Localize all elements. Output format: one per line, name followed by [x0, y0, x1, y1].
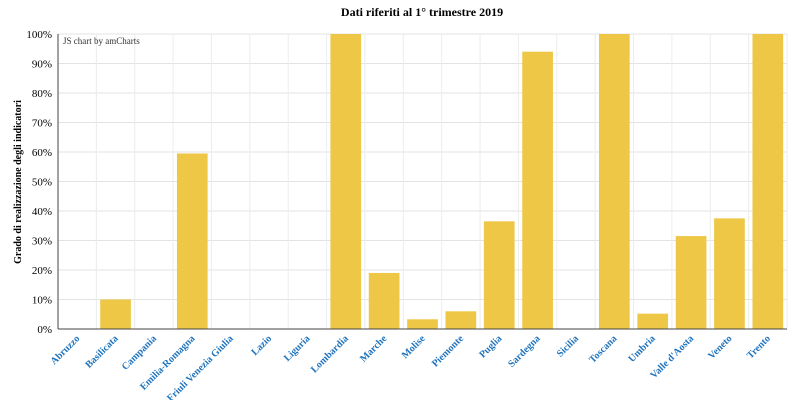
- bar: [368, 272, 400, 329]
- bar: [330, 34, 362, 329]
- x-tick-label: Trento: [745, 333, 773, 361]
- bar: [752, 34, 784, 329]
- x-tick-label: Molise: [400, 333, 428, 361]
- y-tick-label: 90%: [32, 59, 52, 71]
- bar: [637, 313, 669, 329]
- y-tick-label: 100%: [26, 29, 52, 41]
- y-tick-label: 10%: [32, 295, 52, 307]
- x-tick-label: Abruzzo: [49, 333, 83, 367]
- x-tick-label: Veneto: [706, 333, 734, 361]
- x-tick-label: Sardegna: [506, 333, 542, 369]
- x-tick-label: Piemonte: [430, 333, 466, 369]
- bar: [483, 221, 515, 329]
- x-tick-label: Toscana: [587, 333, 619, 365]
- bar: [407, 319, 438, 329]
- x-tick-labels: Abruzzo Basilicata CampaniaEmilia-RomagnaF…: [49, 333, 773, 400]
- x-tick-label: Liguria: [282, 333, 313, 364]
- bar: [176, 153, 208, 329]
- bar: [675, 236, 707, 329]
- y-tick-label: 60%: [32, 147, 52, 159]
- x-tick-label: Umbria: [626, 333, 657, 364]
- axes: [57, 34, 787, 330]
- x-tick-label: Campania: [120, 333, 159, 372]
- y-tick-labels: 0% 10% 20% 30% 40% 50% 60% 70% 80% 90% 100%: [26, 29, 52, 336]
- x-tick-label: Puglia: [477, 333, 504, 360]
- y-tick-label: 0%: [37, 324, 52, 336]
- bars: [100, 34, 784, 329]
- bar: [598, 34, 630, 329]
- x-tick-label: Sicilia: [555, 333, 581, 359]
- x-tick-label: Friuli Venezia Giulia: [165, 333, 236, 400]
- x-tick-label: Lombardia: [309, 333, 351, 375]
- y-tick-label: 80%: [32, 88, 52, 100]
- y-tick-label: 70%: [32, 118, 52, 130]
- y-axis-label: Grado di realizzazione degli indicatori: [13, 100, 24, 264]
- x-tick-label: Lazio: [249, 333, 274, 358]
- bar: [100, 299, 131, 329]
- y-tick-label: 40%: [32, 206, 52, 218]
- chart-subtitle: Dati riferiti al 1° trimestre 2019: [341, 5, 503, 19]
- x-tick-label: Marche: [358, 333, 390, 365]
- bar: [714, 218, 745, 329]
- x-tick-label: Basilicata: [83, 333, 120, 370]
- y-tick-label: 20%: [32, 265, 52, 277]
- bar: [445, 311, 477, 329]
- y-tick-label: 30%: [32, 236, 52, 248]
- chart-credit: JS chart by amCharts: [63, 36, 140, 46]
- y-tick-label: 50%: [32, 177, 52, 189]
- bar: [522, 51, 553, 329]
